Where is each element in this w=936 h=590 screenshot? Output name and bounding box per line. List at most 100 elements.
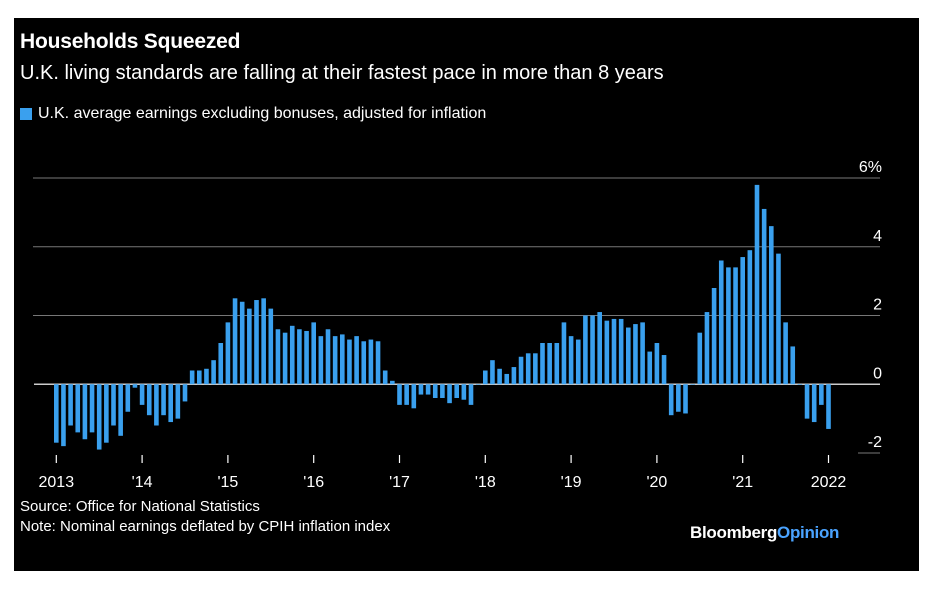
bar — [718, 260, 724, 385]
bar — [697, 332, 703, 385]
bar — [447, 384, 452, 404]
bar — [354, 336, 359, 385]
bar — [204, 368, 209, 385]
bar — [504, 373, 510, 385]
bar — [704, 312, 710, 385]
bar — [318, 336, 324, 385]
bar — [397, 384, 402, 405]
x-tick-label: '18 — [475, 474, 496, 491]
x-axis-ticks: 2013 '14 '15 '16 '17 '18 '19 '20 '21 2022 — [39, 455, 847, 491]
x-tick-label: '21 — [732, 474, 753, 491]
bar — [154, 384, 159, 426]
y-axis-ticks: 6% 4 2 0 -2 — [859, 159, 882, 451]
bar — [275, 329, 281, 385]
bar — [440, 384, 445, 398]
x-tick-label: '15 — [217, 474, 238, 491]
bar — [668, 384, 674, 416]
bar — [483, 370, 488, 385]
bar — [268, 308, 274, 385]
bar — [418, 384, 424, 395]
bar — [583, 315, 588, 385]
bar — [168, 384, 173, 423]
bar — [75, 384, 81, 433]
bar — [390, 380, 395, 385]
y-tick-label: 0 — [873, 365, 882, 382]
chart-subtitle: U.K. living standards are falling at the… — [20, 62, 664, 84]
bar — [104, 384, 109, 443]
logo-part-opinion: Opinion — [777, 523, 840, 542]
bar — [640, 322, 645, 385]
bar — [254, 300, 259, 385]
bar — [783, 322, 788, 385]
bar — [511, 367, 517, 385]
bar — [197, 370, 202, 385]
bar — [375, 341, 381, 385]
bar — [540, 343, 545, 385]
bar — [790, 346, 796, 385]
bar — [654, 343, 660, 385]
x-tick-label: '16 — [303, 474, 324, 491]
logo-part-bloomberg: Bloomberg — [690, 523, 778, 542]
bar — [340, 334, 345, 385]
bar — [454, 384, 459, 398]
bar — [811, 384, 817, 423]
bar — [325, 329, 331, 385]
x-tick-label: '17 — [389, 474, 410, 491]
bar — [304, 330, 309, 385]
bar — [61, 384, 66, 447]
bar — [547, 343, 552, 385]
y-tick-label: 4 — [873, 228, 882, 245]
bar — [432, 384, 438, 398]
footer-notes: Source: Office for National Statistics N… — [20, 497, 390, 537]
bar — [311, 322, 316, 385]
bar — [525, 353, 531, 385]
bar — [225, 322, 231, 385]
bar — [575, 339, 581, 385]
x-tick-label: '20 — [646, 474, 667, 491]
bar — [626, 327, 631, 385]
x-tick-label: '14 — [132, 474, 153, 491]
bar — [297, 329, 302, 385]
bar — [797, 384, 803, 385]
bar — [711, 288, 717, 385]
bar — [118, 384, 123, 436]
bar — [733, 267, 738, 385]
y-tick-label: 6% — [859, 159, 882, 176]
chart-panel — [14, 18, 919, 571]
bar — [533, 353, 538, 385]
bar — [425, 384, 431, 395]
bar — [754, 184, 760, 385]
bar — [490, 360, 495, 385]
bar — [68, 384, 73, 426]
bar — [633, 324, 638, 385]
chart-title: Households Squeezed — [20, 30, 241, 53]
bar — [175, 384, 181, 419]
bar — [776, 253, 781, 385]
bar — [554, 343, 560, 385]
bar — [468, 384, 474, 405]
source-note: Source: Office for National Statistics — [20, 498, 260, 515]
bar — [819, 384, 824, 405]
bar — [332, 336, 338, 385]
bar — [218, 343, 224, 385]
bar — [747, 250, 753, 385]
gridlines — [33, 177, 880, 454]
bar — [132, 384, 138, 388]
bar — [590, 315, 595, 385]
bloomberg-opinion-logo: BloombergOpinion — [690, 523, 839, 543]
x-tick-label: '19 — [561, 474, 582, 491]
x-tick-label: 2022 — [811, 474, 847, 491]
bar — [89, 384, 95, 433]
bar — [182, 384, 188, 402]
bar — [769, 226, 774, 385]
bar — [411, 384, 417, 409]
y-tick-label: 2 — [873, 297, 882, 314]
bar — [247, 308, 252, 385]
bar — [597, 312, 602, 385]
bar — [561, 322, 567, 385]
bar — [125, 384, 131, 412]
bar — [82, 384, 88, 440]
bar — [618, 318, 624, 385]
bar — [740, 257, 745, 385]
bar — [676, 384, 681, 412]
